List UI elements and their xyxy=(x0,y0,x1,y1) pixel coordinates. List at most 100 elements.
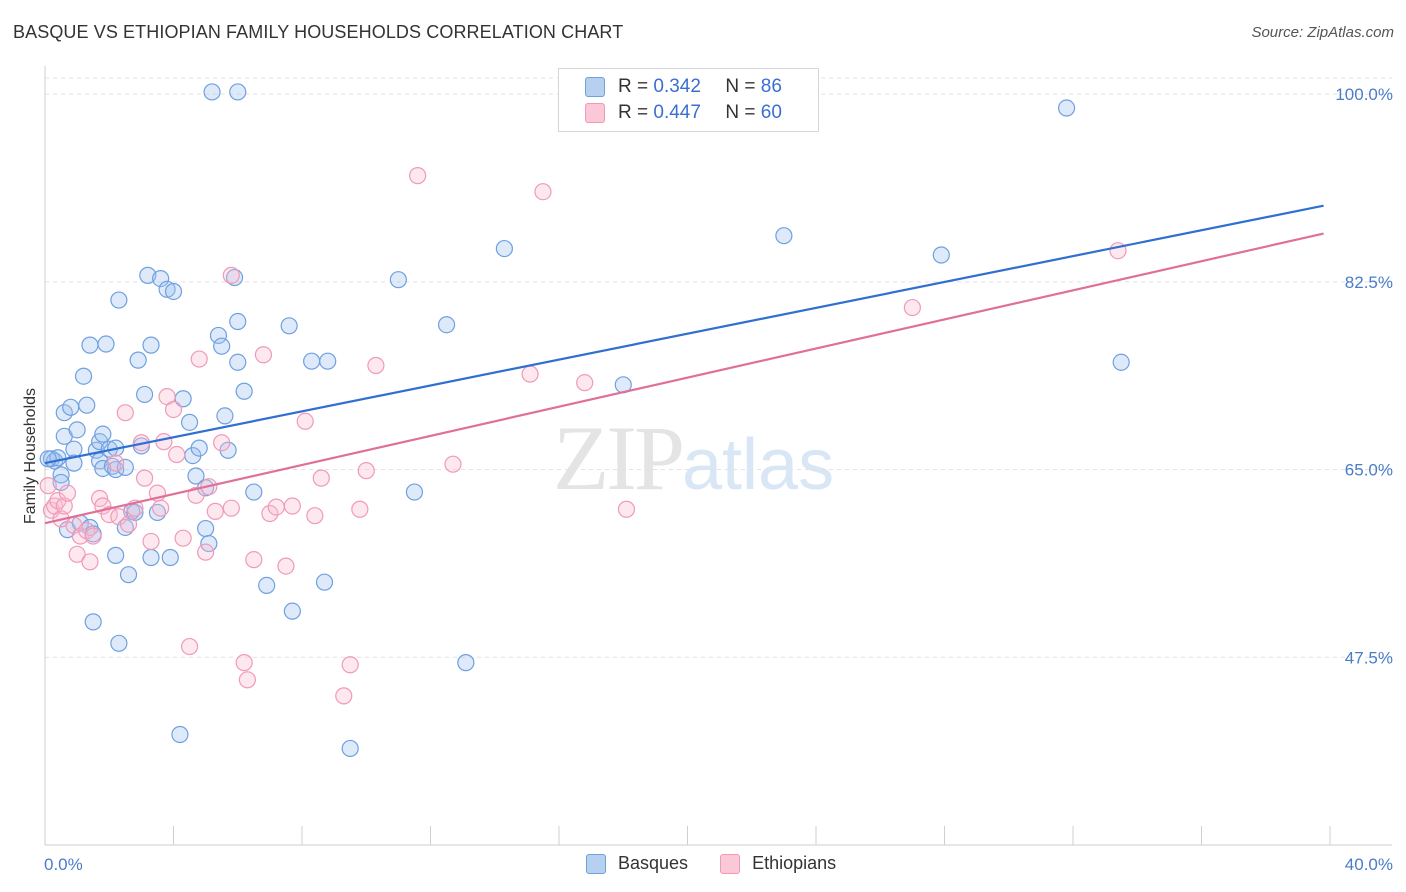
ethiopians-trend-line xyxy=(44,232,1324,525)
ethiopian-point xyxy=(142,532,160,551)
ethiopian-point xyxy=(206,502,224,520)
watermark-zip: ZIP xyxy=(553,407,685,509)
x-tick-label: 0.0% xyxy=(44,855,83,874)
ethiopian-point xyxy=(107,454,125,472)
ethiopians-n-value: 60 xyxy=(760,102,782,123)
basques-r-value: 0.342 xyxy=(653,76,701,97)
basque-point xyxy=(164,282,183,301)
ethiopian-point xyxy=(39,477,57,495)
ethiopian-point xyxy=(155,433,173,451)
ethiopian-point xyxy=(296,412,314,430)
ethiopian-point xyxy=(119,515,138,533)
basque-point xyxy=(142,336,160,354)
n-label: N = xyxy=(725,102,756,123)
ethiopian-point xyxy=(222,499,240,517)
ethiopians-legend-label: Ethiopians xyxy=(752,853,837,873)
basque-point xyxy=(39,450,57,468)
n-label: N = xyxy=(725,76,756,97)
ethiopian-point xyxy=(306,507,324,525)
ethiopian-point xyxy=(576,374,594,392)
ethiopian-point xyxy=(903,298,921,317)
basque-point xyxy=(457,654,475,672)
basque-point xyxy=(932,246,950,264)
basque-point xyxy=(116,458,134,476)
ethiopian-point xyxy=(58,484,77,502)
r-label: R = xyxy=(618,102,649,123)
basque-point xyxy=(245,483,263,501)
basque-point xyxy=(94,425,112,443)
basque-point xyxy=(84,613,102,631)
y-tick-label: 47.5% xyxy=(1345,648,1393,667)
ethiopian-point xyxy=(81,553,99,571)
ethiopian-point xyxy=(168,445,186,464)
basque-point xyxy=(187,467,205,485)
basque-point xyxy=(152,270,170,288)
stats-legend: R = 0.342 N = 86 R = 0.447 N = 60 xyxy=(558,68,819,132)
basque-point xyxy=(341,739,359,758)
basque-point xyxy=(258,576,276,595)
ethiopian-point xyxy=(409,167,427,185)
basque-point xyxy=(209,326,228,345)
ethiopian-point xyxy=(135,469,154,487)
ethiopian-point xyxy=(84,527,102,545)
basque-point xyxy=(129,351,147,369)
basque-point xyxy=(171,725,189,744)
legend-item-ethiopians[interactable]: Ethiopians xyxy=(720,853,836,874)
basque-point xyxy=(110,291,128,309)
basque-point xyxy=(229,353,247,371)
grid-lines xyxy=(45,77,1392,658)
ethiopian-point xyxy=(351,500,369,518)
legend-row-basques: R = 0.342 N = 86 xyxy=(585,75,782,99)
ethiopian-point xyxy=(521,365,539,383)
ethiopian-point xyxy=(190,350,208,368)
basque-point xyxy=(495,239,513,258)
basque-point xyxy=(62,398,80,416)
basque-point xyxy=(158,280,176,298)
ethiopian-point xyxy=(367,356,385,375)
ethiopian-point xyxy=(254,346,273,364)
basque-point xyxy=(52,473,70,492)
basque-point xyxy=(116,518,134,537)
legend-item-basques[interactable]: Basques xyxy=(586,853,688,874)
chart-title: BASQUE VS ETHIOPIAN FAMILY HOUSEHOLDS CO… xyxy=(13,22,624,42)
ethiopian-point xyxy=(187,486,205,504)
basque-point xyxy=(283,602,301,620)
ethiopian-point xyxy=(164,400,183,419)
ethiopian-point xyxy=(267,498,285,516)
ethiopian-point xyxy=(68,545,86,563)
basque-point xyxy=(81,336,99,354)
basque-point xyxy=(107,546,125,564)
basque-point xyxy=(216,407,234,425)
basques-n-value: 86 xyxy=(760,76,782,97)
tick-labels: 47.5% 65.0% 82.5% 100.0% 0.0% 40.0% xyxy=(44,85,1393,874)
basque-point xyxy=(74,367,93,385)
basque-point xyxy=(180,413,199,431)
y-axis-label: Family Households xyxy=(22,388,39,524)
basque-point xyxy=(229,83,247,101)
basque-point xyxy=(97,335,115,353)
basque-point xyxy=(135,385,154,404)
r-label: R = xyxy=(618,76,649,97)
ethiopian-point xyxy=(55,497,73,515)
basque-point xyxy=(1112,353,1130,371)
ethiopians-swatch xyxy=(585,103,605,123)
ethiopian-point xyxy=(341,656,359,674)
basque-point xyxy=(119,566,138,584)
basques-trend-line xyxy=(44,204,1324,465)
watermark-atlas: atlas xyxy=(682,425,835,505)
basque-point xyxy=(203,83,221,101)
basque-point xyxy=(389,271,407,289)
ethiopian-point xyxy=(261,504,279,523)
ethiopian-point xyxy=(444,455,462,473)
ethiopian-point xyxy=(116,404,134,422)
series-legend: Basques Ethiopians xyxy=(586,853,868,874)
y-tick-label: 65.0% xyxy=(1345,461,1393,480)
basque-point xyxy=(110,634,128,652)
basques-swatch xyxy=(585,77,605,97)
ethiopian-point xyxy=(180,637,199,656)
ethiopian-point xyxy=(213,434,231,452)
basque-point xyxy=(303,352,321,370)
x-tick-label: 40.0% xyxy=(1345,855,1393,874)
ethiopians-r-value: 0.447 xyxy=(653,102,701,123)
